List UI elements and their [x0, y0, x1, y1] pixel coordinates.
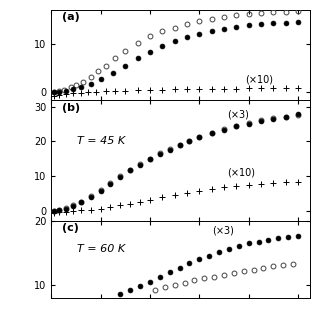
Text: (b): (b)	[61, 103, 80, 113]
Text: (a): (a)	[61, 12, 79, 22]
Text: (c): (c)	[61, 223, 78, 233]
Text: T = 45 K: T = 45 K	[77, 136, 125, 146]
Text: T = 60 K: T = 60 K	[77, 244, 125, 254]
Text: (×10): (×10)	[228, 167, 255, 178]
Text: (×3): (×3)	[212, 225, 234, 235]
Text: (×10): (×10)	[246, 75, 274, 85]
Text: (×3): (×3)	[228, 109, 249, 119]
